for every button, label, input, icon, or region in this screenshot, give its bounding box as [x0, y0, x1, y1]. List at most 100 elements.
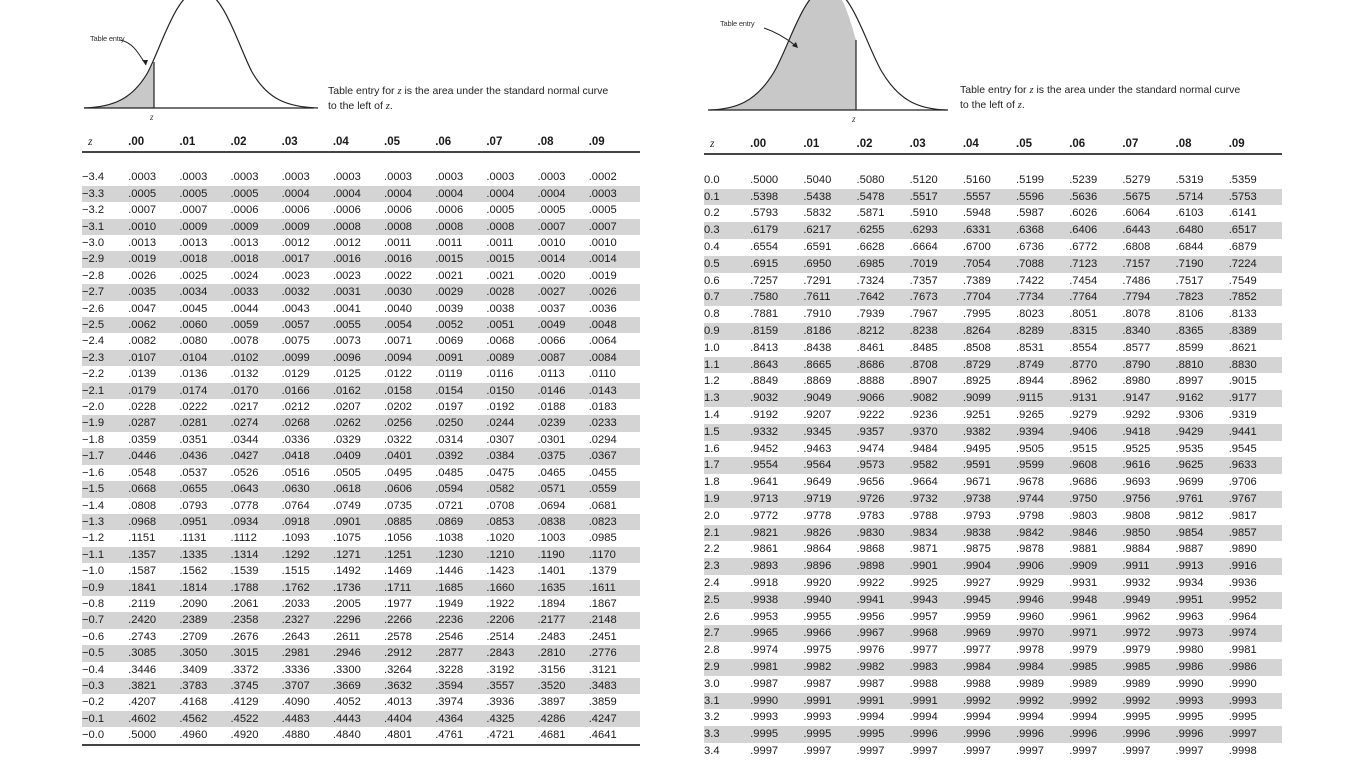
z-value-cell: −2.1	[82, 382, 129, 400]
probability-cell: .9671	[962, 476, 991, 489]
probability-cell: .8461	[856, 341, 885, 354]
probability-cell: .8665	[803, 356, 857, 374]
probability-cell: .9927	[962, 576, 991, 589]
probability-cell: .7517	[1175, 274, 1204, 287]
table-row: 3.2 .9993 .9993 .9994 .9994 .9994 .9994 .9994 .9…	[704, 709, 1282, 726]
probability-cell: .1038	[435, 532, 464, 545]
z-value-cell: −1.6	[82, 466, 105, 479]
probability-cell: .9896	[803, 558, 857, 575]
probability-cell: .0075	[281, 335, 310, 348]
probability-cell: .0281	[179, 415, 231, 432]
probability-cell: .0003	[384, 171, 413, 184]
probability-cell: .4840	[332, 729, 361, 742]
probability-cell: .1314	[230, 546, 282, 564]
probability-cell: .0129	[281, 368, 310, 381]
probability-cell: .4013	[384, 696, 413, 709]
probability-cell: .9963	[1175, 610, 1204, 623]
probability-cell: .7088	[1016, 255, 1070, 273]
probability-cell: .9706	[1228, 476, 1257, 489]
column-header: .04	[962, 137, 979, 150]
z-value-cell: −0.1	[82, 710, 129, 728]
probability-cell: .5636	[1069, 188, 1123, 206]
probability-cell: .0179	[128, 382, 180, 400]
z-value-cell: −3.2	[82, 204, 105, 217]
probability-cell: .3228	[435, 663, 464, 676]
normal-curve-left-area-diagram	[708, 0, 948, 111]
probability-cell: .9616	[1122, 457, 1176, 475]
probability-cell: .2981	[281, 645, 333, 662]
probability-cell: .0006	[230, 204, 259, 217]
probability-cell: .0207	[332, 401, 361, 414]
z-value-cell: −3.4	[82, 171, 105, 184]
probability-cell: .0057	[281, 317, 333, 334]
probability-cell: .8888	[856, 375, 885, 388]
probability-cell: .9993	[1228, 692, 1282, 710]
probability-cell: .9713	[750, 490, 804, 508]
probability-cell: .0367	[588, 448, 640, 465]
probability-cell: .9987	[803, 677, 832, 690]
probability-cell: .9913	[1175, 558, 1229, 575]
probability-cell: .9893	[750, 558, 804, 575]
probability-cell: .9989	[1122, 677, 1151, 690]
probability-cell: .8925	[962, 375, 991, 388]
probability-cell: .9821	[750, 524, 804, 542]
probability-cell: .6950	[803, 255, 857, 273]
probability-cell: .0021	[486, 269, 515, 282]
z-value-cell: 2.9	[704, 658, 751, 676]
probability-cell: .1814	[179, 579, 231, 596]
probability-cell: .3372	[230, 663, 259, 676]
probability-cell: .9993	[803, 711, 832, 724]
probability-cell: .0107	[128, 349, 180, 367]
probability-cell: .9699	[1175, 476, 1204, 489]
probability-cell: .3050	[179, 645, 231, 662]
probability-cell: .7357	[909, 274, 938, 287]
probability-cell: .2148	[588, 612, 640, 629]
probability-cell: .0005	[128, 185, 180, 203]
probability-cell: .1401	[537, 565, 566, 578]
probability-cell: .9726	[856, 490, 910, 508]
probability-cell: .9868	[856, 543, 885, 556]
probability-cell: .4483	[281, 710, 333, 728]
probability-cell: .3974	[435, 696, 464, 709]
probability-cell: .9986	[1175, 658, 1229, 676]
probability-cell: .9995	[1228, 711, 1257, 724]
probability-cell: .2843	[486, 645, 538, 662]
spacer	[704, 154, 1282, 172]
probability-cell: .9641	[750, 476, 779, 489]
probability-cell: .9906	[1016, 558, 1070, 575]
table-row: 0.8 .7881 .7910 .7939 .7967 .7995 .8023 .8051 .8…	[704, 306, 1282, 323]
z-value-cell: −2.7	[82, 284, 129, 301]
probability-cell: .9993	[750, 711, 779, 724]
probability-cell: .0526	[230, 466, 259, 479]
probability-cell: .9878	[1016, 543, 1045, 556]
column-header-z: z	[710, 137, 715, 150]
probability-cell: .8389	[1228, 322, 1282, 340]
probability-cell: .6517	[1228, 222, 1282, 239]
probability-cell: .0008	[435, 218, 487, 236]
probability-cell: .6064	[1122, 207, 1151, 220]
z-value-cell: 1.8	[704, 476, 720, 489]
table-row: −3.1.0010.0009.0009.0009.0008.0008.0008.…	[82, 218, 640, 236]
probability-cell: .9961	[1069, 610, 1098, 623]
probability-cell: .8729	[962, 356, 1017, 374]
probability-cell: .0054	[384, 317, 436, 334]
table-row: 2.0 .9772 .9778 .9783 .9788 .9793 .9798 .9803 .9…	[704, 508, 1282, 525]
probability-cell: .0516	[281, 466, 310, 479]
probability-cell: .0006	[435, 204, 464, 217]
probability-cell: .9633	[1228, 457, 1282, 475]
probability-cell: .8643	[750, 356, 804, 374]
probability-cell: .2266	[384, 612, 436, 629]
probability-cell: .1736	[332, 579, 385, 596]
z-value-cell: 0.6	[704, 274, 720, 287]
probability-cell: .5040	[803, 173, 832, 186]
probability-cell: .1922	[486, 597, 515, 610]
probability-cell: .9032	[750, 390, 804, 407]
probability-cell: .0080	[179, 335, 208, 348]
probability-cell: .6591	[803, 240, 832, 253]
probability-cell: .9997	[962, 744, 991, 757]
probability-cell: .4602	[128, 710, 180, 728]
table-row: 0.6 .7257 .7291 .7324 .7357 .7389 .7422 .7454 .7…	[704, 273, 1282, 290]
probability-cell: .9978	[1016, 644, 1045, 657]
probability-cell: .9649	[803, 476, 832, 489]
probability-cell: .7454	[1069, 274, 1098, 287]
